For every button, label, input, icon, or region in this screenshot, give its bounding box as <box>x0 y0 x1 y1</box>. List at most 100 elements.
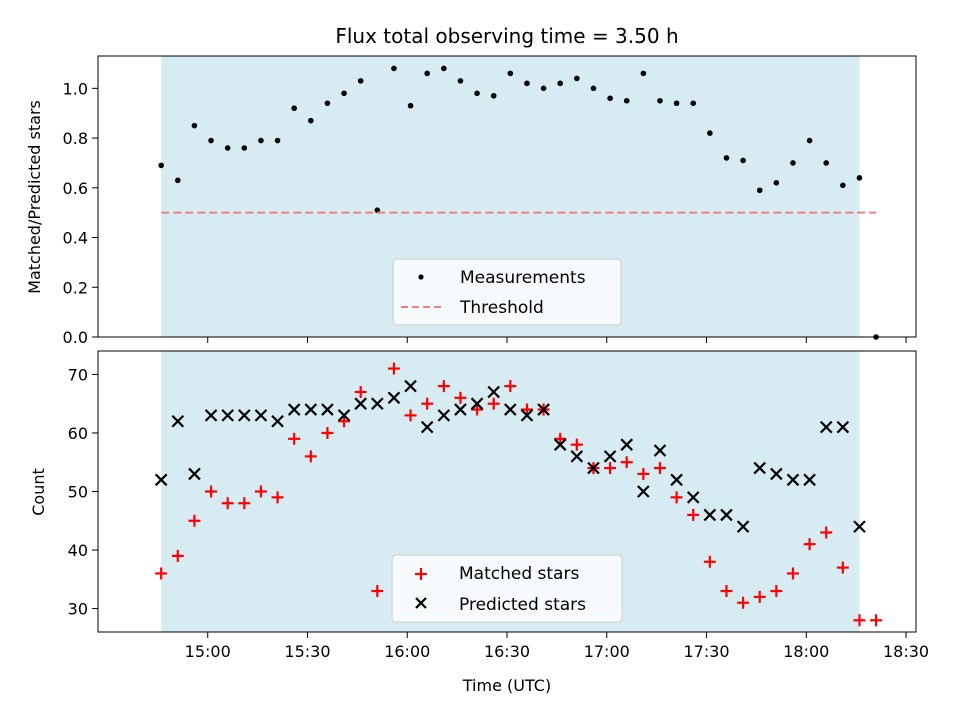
bottom-legend-box <box>391 554 623 623</box>
legend-measurements-label: Measurements <box>460 268 586 288</box>
predicted-stars-point-39 <box>803 473 816 487</box>
predicted-stars-point-17 <box>437 409 451 422</box>
measurements-point-20 <box>490 92 497 99</box>
measurements-point-40 <box>823 160 830 166</box>
measurements-point-1 <box>175 177 181 184</box>
measurements-point-39 <box>806 137 813 144</box>
measurements-point-37 <box>773 180 780 186</box>
bottom-ytick-label-4: 70 <box>68 365 88 384</box>
predicted-stars-point-18 <box>454 403 467 416</box>
predicted-stars-point-30 <box>653 444 667 457</box>
predicted-stars-point-22 <box>520 409 534 422</box>
measurements-point-42 <box>856 175 863 181</box>
measurements-point-18 <box>457 78 464 84</box>
bottom-ytick-label-2: 50 <box>68 483 88 502</box>
matched-stars-point-32 <box>687 508 700 521</box>
top-legend: Measurements Threshold <box>392 258 622 326</box>
bottom-ytick-label-0: 30 <box>68 600 88 619</box>
matched-stars-point-20 <box>487 397 500 410</box>
matched-stars-point-9 <box>304 450 317 463</box>
predicted-stars-point-27 <box>603 450 617 463</box>
matched-stars-point-36 <box>753 590 766 603</box>
measurements-point-21 <box>507 70 514 77</box>
measurements-point-25 <box>574 75 580 82</box>
measurements-point-31 <box>673 100 680 107</box>
matched-stars-point-14 <box>387 362 400 375</box>
top-ytick-label-4: 0.8 <box>63 129 88 148</box>
measurements-point-22 <box>524 80 530 87</box>
matched-stars-point-19 <box>471 403 484 416</box>
measurements-point-16 <box>424 70 430 77</box>
bottom-ytick-label-1: 40 <box>68 541 88 560</box>
measurements-point-8 <box>291 105 297 112</box>
top-legend-box <box>392 258 622 326</box>
matched-stars-point-18 <box>454 391 467 404</box>
predicted-stars-point-36 <box>753 461 766 475</box>
measurements-point-41 <box>840 182 846 189</box>
measurements-point-30 <box>657 97 663 104</box>
xtick-label-7: 18:30 <box>883 642 929 661</box>
matched-stars-point-42 <box>853 614 866 627</box>
predicted-stars-point-6 <box>254 409 268 422</box>
matched-stars-point-33 <box>703 555 716 568</box>
top-ytick-label-5: 1.0 <box>63 79 88 98</box>
bottom-xticks: 15:00 15:30 16:00 16:30 17:00 17:30 18:00 18:30 <box>185 632 929 661</box>
matched-stars-point-37 <box>770 585 783 598</box>
top-ylabel: Matched/Predicted stars <box>25 100 44 294</box>
matched-stars-point-43 <box>870 614 883 627</box>
matched-stars-point-27 <box>604 462 617 475</box>
top-ytick-label-3: 0.6 <box>63 179 88 198</box>
matched-stars-point-41 <box>836 561 849 574</box>
matched-stars-point-35 <box>737 596 750 609</box>
top-ytick-label-2: 0.4 <box>63 229 88 248</box>
xtick-label-4: 17:00 <box>584 642 630 661</box>
matched-stars-point-25 <box>570 438 583 451</box>
measurements-point-13 <box>374 207 381 213</box>
predicted-stars-point-38 <box>786 473 800 487</box>
bottom-marks <box>154 362 883 627</box>
measurements-point-3 <box>208 137 214 144</box>
predicted-stars-point-24 <box>553 438 567 451</box>
predicted-stars-point-25 <box>570 450 584 463</box>
predicted-stars-point-4 <box>221 409 234 422</box>
measurements-point-15 <box>407 102 414 109</box>
xtick-label-3: 16:30 <box>484 642 530 661</box>
measurements-point-28 <box>623 97 630 104</box>
measurements-point-23 <box>540 85 547 92</box>
measurements-point-38 <box>790 160 796 166</box>
predicted-stars-point-8 <box>287 403 301 416</box>
predicted-stars-point-28 <box>620 438 633 451</box>
predicted-stars-point-33 <box>703 508 717 522</box>
measurements-point-17 <box>441 65 447 72</box>
matched-stars-point-13 <box>371 585 384 598</box>
predicted-stars-point-29 <box>637 485 650 498</box>
legend-measurements-marker <box>418 274 424 280</box>
matched-stars-point-38 <box>786 567 799 580</box>
matched-stars-point-17 <box>437 380 450 393</box>
measurements-point-27 <box>607 95 613 102</box>
matched-stars-point-3 <box>205 485 218 498</box>
matched-stars-point-6 <box>254 485 267 498</box>
measurements-point-19 <box>474 90 480 97</box>
bottom-xlabel: Time (UTC) <box>462 676 551 695</box>
measurements-point-5 <box>241 145 248 151</box>
bottom-ytick-label-3: 60 <box>68 424 88 443</box>
predicted-stars-point-21 <box>504 403 517 416</box>
matched-stars-point-22 <box>520 403 533 416</box>
predicted-stars-point-20 <box>487 385 500 399</box>
measurements-point-6 <box>258 137 264 144</box>
matched-stars-point-15 <box>404 409 417 422</box>
top-panel: 0.0 0.2 0.4 0.6 0.8 1.0 Flux total observing … <box>25 24 917 347</box>
top-marks <box>158 65 879 340</box>
xtick-label-5: 17:30 <box>683 642 729 661</box>
matched-stars-point-24 <box>554 432 567 445</box>
predicted-stars-point-5 <box>238 409 251 422</box>
measurements-point-14 <box>391 65 397 72</box>
matched-stars-point-4 <box>221 497 234 510</box>
predicted-stars-point-40 <box>819 420 833 434</box>
measurements-point-9 <box>308 117 314 124</box>
predicted-stars-point-31 <box>670 473 683 487</box>
predicted-stars-point-32 <box>686 491 700 504</box>
xtick-label-1: 15:30 <box>284 642 330 661</box>
matched-stars-point-30 <box>653 462 666 475</box>
